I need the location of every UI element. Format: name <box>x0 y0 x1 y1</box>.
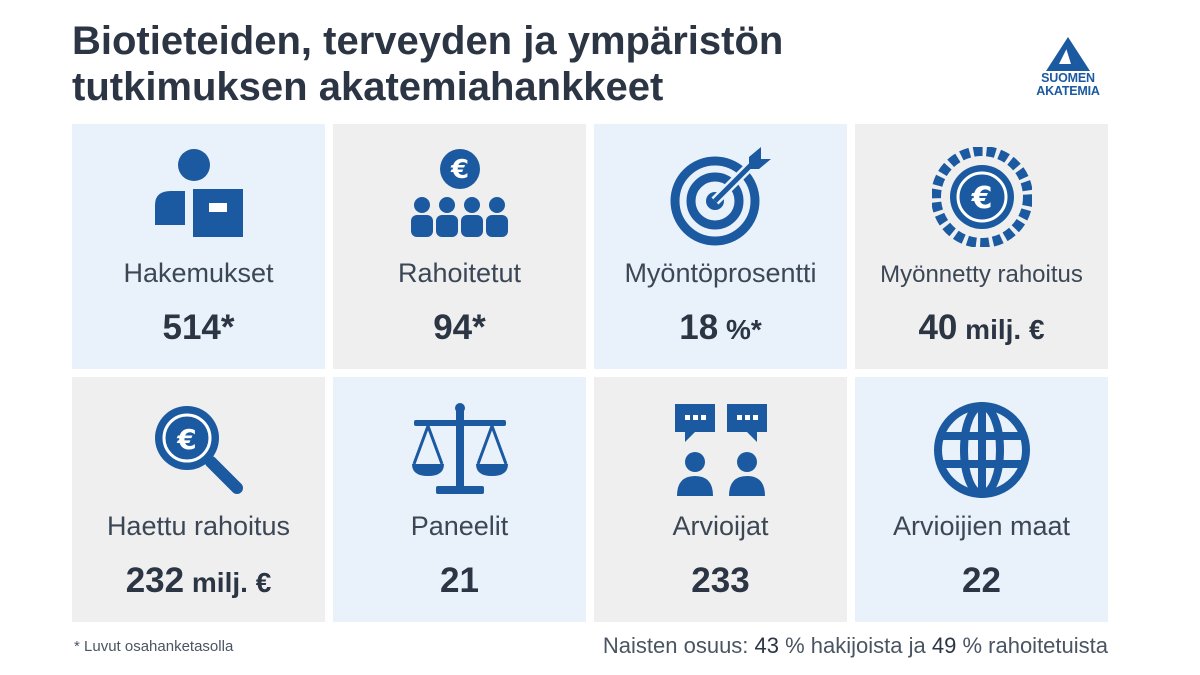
stat-label: Paneelit <box>410 511 509 541</box>
stat-value: 22 <box>962 561 1001 600</box>
stat-tile-applied-funding: € Haettu rahoitus 232 milj. € <box>72 377 325 622</box>
target-arrow-icon <box>670 147 771 246</box>
stat-value: 94* <box>433 308 486 347</box>
stat-label: Arvioijat <box>672 511 769 541</box>
stat-value: 232 milj. € <box>125 561 272 600</box>
stat-value: 514* <box>162 308 235 347</box>
stat-tile-panels: Paneelit 21 <box>333 377 586 622</box>
stat-value: 40 milj. € <box>918 308 1045 347</box>
stat-value: 21 <box>440 561 479 600</box>
stat-label: Arvioijien maat <box>892 511 1071 541</box>
logo-triangle-icon <box>1046 37 1090 71</box>
stat-tile-success-rate: Myöntöprosentti 18 %* <box>594 124 847 369</box>
footnote: * Luvut osahanketasolla <box>74 638 234 655</box>
stat-tile-funded: € Rahoitetut 94* <box>333 124 586 369</box>
applicant-with-document-icon <box>154 149 243 237</box>
globe-icon <box>933 402 1030 498</box>
stat-tile-reviewer-countries: Arvioijien maat 22 <box>855 377 1108 622</box>
title-line-2: tutkimuksen akatemiahankkeet <box>72 65 664 109</box>
euro-magnifier-icon: € <box>154 406 243 494</box>
scales-icon <box>411 403 508 494</box>
stat-value: 233 <box>691 561 750 600</box>
stat-label: Myöntöprosentti <box>624 258 817 288</box>
logo-line-2: AKATEMIA <box>1036 84 1100 98</box>
euro-coin-icon: € <box>931 147 1032 247</box>
women-share-note: Naisten osuus: 43 % hakijoista ja 49 % r… <box>602 633 1108 658</box>
reviewers-speech-icon <box>674 404 767 496</box>
stats-grid: Hakemukset 514* € Rahoitetut 94* <box>72 124 1108 622</box>
stat-tile-applications: Hakemukset 514* <box>72 124 325 369</box>
page-title: Biotieteiden, terveyden ja ympäristön tu… <box>72 18 972 110</box>
stat-label: Hakemukset <box>123 258 274 288</box>
logo-line-1: SUOMEN <box>1041 71 1095 85</box>
funded-group-euro-icon: € <box>410 149 508 237</box>
svg-text:€: € <box>970 181 992 216</box>
suomen-akatemia-logo: SUOMEN AKATEMIA <box>1028 36 1108 98</box>
title-line-1: Biotieteiden, terveyden ja ympäristön <box>72 19 784 63</box>
stat-tile-reviewers: Arvioijat 233 <box>594 377 847 622</box>
stat-label: Myönnetty rahoitus <box>880 261 1083 288</box>
stat-tile-granted-funding: € Myönnetty rahoitus 40 milj. € <box>855 124 1108 369</box>
stat-label: Haettu rahoitus <box>106 511 291 541</box>
svg-text:€: € <box>176 423 196 456</box>
svg-text:€: € <box>449 155 468 185</box>
stat-value: 18 %* <box>679 308 762 347</box>
stat-label: Rahoitetut <box>397 258 522 288</box>
